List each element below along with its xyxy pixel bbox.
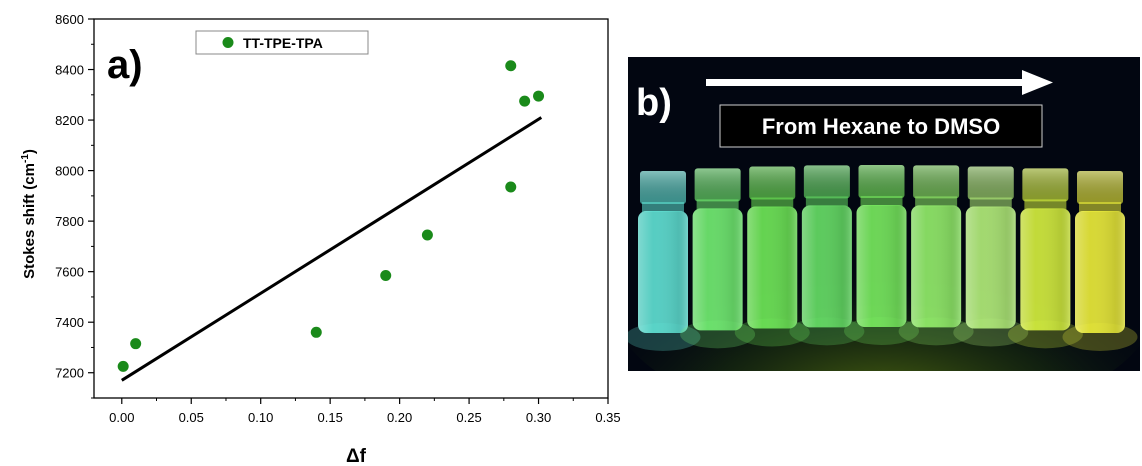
photo-caption: From Hexane to DMSO	[762, 114, 1000, 139]
vial	[1007, 168, 1083, 349]
vial-cap-shade	[1022, 168, 1069, 202]
vial-row	[628, 165, 1138, 351]
y-tick-label: 7800	[55, 214, 84, 229]
vials-photo-panel: b) From Hexane to DMSO	[628, 57, 1140, 371]
y-tick-label: 8400	[55, 63, 84, 78]
data-point	[130, 338, 142, 350]
x-tick-label: 0.25	[456, 410, 481, 425]
vial-sheen	[747, 206, 798, 329]
vial-neck	[1024, 199, 1067, 210]
vial-sheen	[692, 208, 743, 331]
vial-sheen	[801, 205, 852, 328]
y-tick-label: 7400	[55, 315, 84, 330]
x-tick-label: 0.30	[526, 410, 551, 425]
vial-neck	[969, 197, 1012, 208]
y-tick-label: 8200	[55, 113, 84, 128]
vial	[844, 165, 919, 345]
x-tick-label: 0.35	[595, 410, 620, 425]
panel-label-b: b)	[636, 82, 672, 124]
vial-neck	[696, 199, 739, 210]
x-tick-label: 0.00	[109, 410, 134, 425]
legend-label: TT-TPE-TPA	[243, 35, 323, 51]
vial-neck	[642, 202, 684, 212]
y-axis-title: Stokes shift (cm-1)	[20, 149, 38, 279]
y-axis-ticks: 7200 7400 7600 7800 8000 8200 8400 8600	[55, 12, 94, 399]
vials-photo: b) From Hexane to DMSO	[628, 57, 1140, 371]
data-points	[117, 60, 545, 372]
stokes-shift-chart: 0.00 0.05 0.10 0.15 0.20 0.25 0.30 0.35 7200 740…	[20, 12, 621, 466]
vial-cap-shade	[1077, 171, 1123, 204]
x-tick-label: 0.10	[248, 410, 273, 425]
vial	[1062, 171, 1138, 351]
x-axis-title: Δf	[346, 446, 367, 466]
vial	[898, 165, 974, 346]
vial-cap-shade	[858, 165, 905, 198]
vial	[628, 171, 701, 351]
y-tick-label: 7600	[55, 265, 84, 280]
vial-cap-shade	[640, 171, 686, 204]
vial	[953, 166, 1029, 347]
legend-box	[195, 30, 369, 55]
vial-cap-shade	[803, 165, 850, 199]
caption-box	[719, 104, 1043, 148]
legend-marker	[222, 37, 234, 48]
data-point	[421, 229, 433, 241]
data-point	[519, 95, 531, 107]
arrow-icon	[706, 70, 1053, 95]
vial-cap-shade	[967, 166, 1014, 200]
data-point	[505, 181, 517, 193]
vial	[680, 168, 756, 349]
vial-sheen	[638, 211, 688, 333]
x-tick-label: 0.05	[179, 410, 204, 425]
x-axis-ticks: 0.00 0.05 0.10 0.15 0.20 0.25 0.30 0.35	[109, 398, 621, 425]
vial-cap-shade	[749, 166, 796, 200]
vial	[734, 166, 810, 347]
y-tick-label: 7200	[55, 366, 84, 381]
vial-neck	[915, 196, 958, 207]
vial-neck	[860, 196, 903, 206]
vial-cap-shade	[913, 165, 960, 199]
x-tick-label: 0.20	[387, 410, 412, 425]
data-point	[310, 326, 322, 338]
data-point	[533, 90, 545, 102]
plot-frame	[93, 18, 609, 399]
vial-neck	[805, 196, 848, 207]
vial-sheen	[1020, 208, 1071, 331]
vial-neck	[751, 197, 794, 208]
vial-neck	[1079, 202, 1121, 212]
legend: TT-TPE-TPA	[195, 30, 369, 55]
data-point	[505, 60, 517, 72]
vial-sheen	[965, 206, 1016, 329]
linear-fit-line	[120, 116, 543, 382]
vial-sheen	[856, 205, 907, 327]
vial-sheen	[911, 205, 962, 328]
vial-cap-shade	[694, 168, 741, 202]
panel-label-a: a)	[107, 43, 143, 87]
data-point	[117, 360, 129, 372]
x-tick-label: 0.15	[318, 410, 343, 425]
y-tick-label: 8600	[55, 12, 84, 27]
vial-sheen	[1075, 211, 1125, 333]
data-point	[380, 269, 392, 281]
vial	[789, 165, 865, 346]
y-tick-label: 8000	[55, 164, 84, 179]
